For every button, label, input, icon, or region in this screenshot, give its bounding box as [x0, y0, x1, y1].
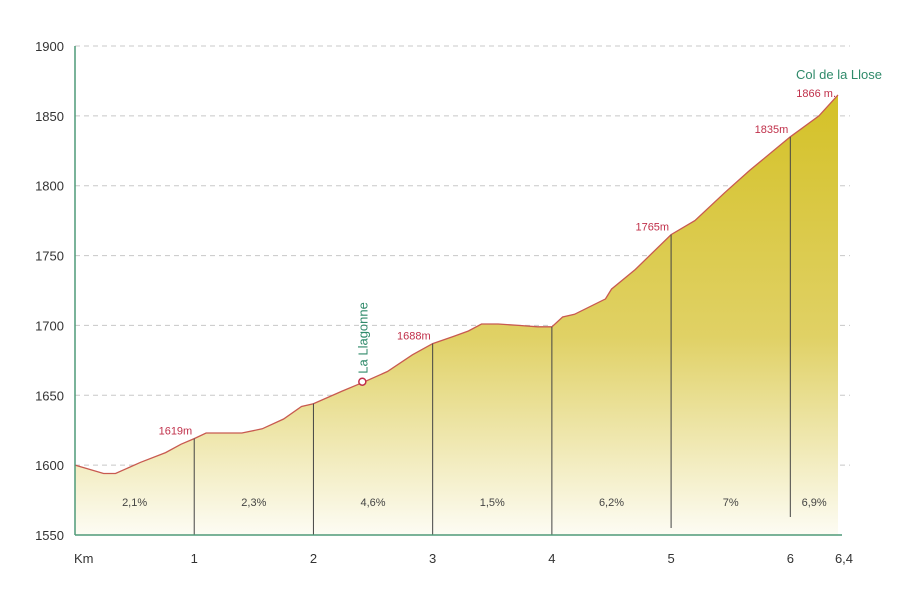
- x-tick-label: Km: [74, 551, 94, 566]
- segment-grade-label: 6,2%: [599, 497, 624, 509]
- profile-area: [74, 94, 839, 536]
- x-tick-label: 3: [429, 551, 436, 566]
- y-tick-label: 1750: [35, 249, 64, 264]
- y-tick-label: 1650: [35, 388, 64, 403]
- segment-grade-label: 4,6%: [361, 497, 386, 509]
- x-tick-label: 6: [787, 551, 794, 566]
- elevation-label: 1688m: [397, 331, 431, 343]
- y-tick-label: 1600: [35, 458, 64, 473]
- x-tick-label: 2: [310, 551, 317, 566]
- y-tick-label: 1850: [35, 109, 64, 124]
- segment-grade-label: 6,9%: [802, 497, 827, 509]
- summit-label: Col de la Llose: [796, 67, 882, 82]
- segment-lines: [193, 136, 791, 535]
- elevation-label: 1835m: [755, 124, 789, 136]
- elevation-label: 1619m: [159, 426, 193, 438]
- x-tick-label: 6,4: [835, 551, 853, 566]
- place-label: La Llagonne: [355, 302, 370, 374]
- segment-grade-label: 1,5%: [480, 497, 505, 509]
- elevation-area: [75, 94, 838, 536]
- x-tick-label: 1: [191, 551, 198, 566]
- y-tick-label: 1550: [35, 528, 64, 543]
- x-tick-label: 4: [548, 551, 555, 566]
- y-tick-label: 1900: [35, 39, 64, 54]
- elevation-label: 1765m: [635, 222, 669, 234]
- x-tick-label: 5: [667, 551, 674, 566]
- place-marker-icon: [358, 377, 367, 386]
- axes: [74, 46, 842, 536]
- y-tick-label: 1800: [35, 179, 64, 194]
- segment-grade-label: 7%: [723, 497, 739, 509]
- elevation-label: 1866 m.: [796, 88, 836, 100]
- segment-grade-label: 2,1%: [122, 497, 147, 509]
- labels: 1550 1600 1650 1700 1750 1800 1850 1900 2,1% 2,3%…: [35, 39, 882, 566]
- y-tick-label: 1700: [35, 318, 64, 333]
- segment-grade-label: 2,3%: [241, 497, 266, 509]
